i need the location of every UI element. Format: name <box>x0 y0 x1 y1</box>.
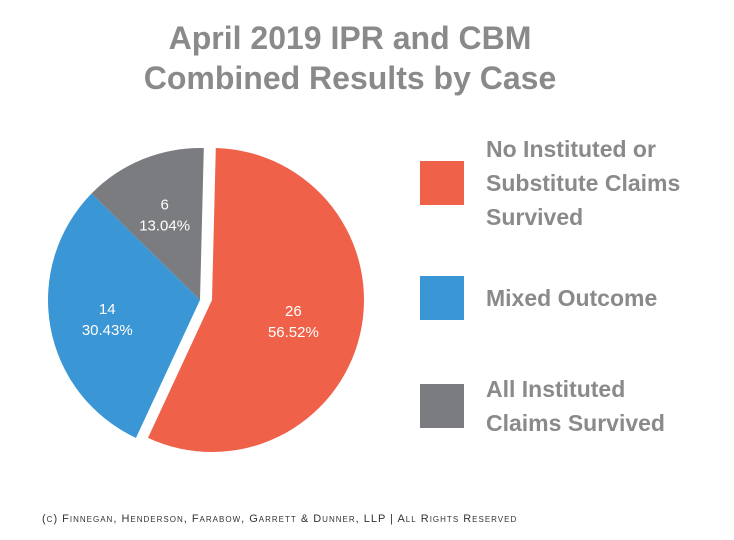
legend-label-line: Substitute Claims <box>486 170 681 196</box>
chart-title: April 2019 IPR and CBM Combined Results … <box>0 18 700 98</box>
legend-swatch <box>420 161 464 205</box>
legend-item-no-claims-survived: No Instituted or Substitute Claims Survi… <box>420 132 716 234</box>
slice-data-label: 14 30.43% <box>82 301 133 339</box>
legend-swatch <box>420 384 464 428</box>
pie-slice-all-claims-survived <box>91 148 204 300</box>
slice-data-label: 6 13.04% <box>139 197 190 235</box>
legend-label-line: Claims Survived <box>486 410 665 436</box>
legend-item-all-claims-survived: All Instituted Claims Survived <box>420 372 716 440</box>
legend-label-line: All Instituted <box>486 376 626 402</box>
legend-label-line: Survived <box>486 204 584 230</box>
legend-label-line: No Instituted or <box>486 136 656 162</box>
legend-label: No Instituted or Substitute Claims Survi… <box>486 132 716 234</box>
legend-label-line: Mixed Outcome <box>486 285 658 311</box>
copyright-footer: (c) Finnegan, Henderson, Farabow, Garret… <box>42 513 518 525</box>
pie-slice-no-claims-survived <box>147 148 364 453</box>
legend-label: Mixed Outcome <box>486 281 716 315</box>
legend-swatch <box>420 276 464 320</box>
slice-data-label: 26 56.52% <box>268 303 319 341</box>
pie-slice-mixed-outcome <box>48 193 201 438</box>
legend-item-mixed-outcome: Mixed Outcome <box>420 276 716 320</box>
legend-label: All Instituted Claims Survived <box>486 372 716 440</box>
chart-title-line-2: Combined Results by Case <box>143 60 557 96</box>
chart-title-line-1: April 2019 IPR and CBM <box>168 20 532 56</box>
